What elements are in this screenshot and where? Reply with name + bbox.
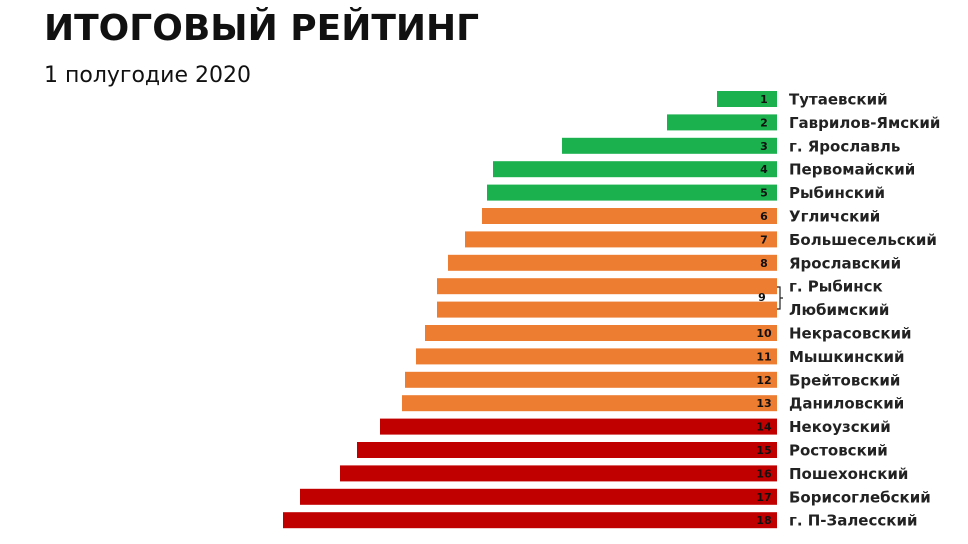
bar xyxy=(380,418,777,435)
category-label: Некоузский xyxy=(789,418,891,436)
category-label: Большесельский xyxy=(789,231,937,249)
rank-label: 3 xyxy=(760,140,768,153)
category-label: Мышкинский xyxy=(789,348,905,366)
rank-label: 11 xyxy=(756,350,771,363)
bar xyxy=(300,488,777,505)
bar xyxy=(402,395,777,412)
chart-subtitle: 1 полугодие 2020 xyxy=(44,63,251,88)
brace xyxy=(776,286,783,310)
rank-label: 17 xyxy=(756,491,771,504)
rank-label: 9 xyxy=(758,291,766,304)
rank-label: 16 xyxy=(756,467,772,480)
category-label: Рыбинский xyxy=(789,184,885,202)
category-label: г. П-Залесский xyxy=(789,512,917,530)
rank-label: 12 xyxy=(756,374,771,387)
category-label: Даниловский xyxy=(789,395,904,413)
bar xyxy=(340,465,777,482)
category-label: Ярославский xyxy=(789,254,901,272)
bar xyxy=(437,301,777,318)
bar xyxy=(448,254,777,271)
category-label: Некрасовский xyxy=(789,325,912,343)
category-label: г. Ярославль xyxy=(789,137,900,155)
bar xyxy=(416,348,777,365)
bar xyxy=(465,231,777,248)
category-label: г. Рыбинск xyxy=(789,278,883,296)
rank-label: 18 xyxy=(756,514,771,527)
rank-label: 8 xyxy=(760,257,768,270)
category-label: Тутаевский xyxy=(789,91,888,109)
rank-label: 13 xyxy=(756,397,771,410)
category-label: Борисоглебский xyxy=(789,488,931,506)
rank-label: 6 xyxy=(760,210,768,223)
bar xyxy=(357,442,777,458)
category-label: Ростовский xyxy=(789,442,888,460)
rank-label: 1 xyxy=(760,93,768,106)
category-label: Гаврилов-Ямский xyxy=(789,114,940,132)
rank-label: 5 xyxy=(760,187,768,200)
bar xyxy=(482,208,777,224)
rank-label: 2 xyxy=(760,116,768,129)
category-label: Любимский xyxy=(789,301,889,319)
bar xyxy=(283,512,777,529)
bar xyxy=(667,114,777,131)
rank-label: 10 xyxy=(756,327,772,340)
rank-label: 15 xyxy=(756,444,771,457)
bar xyxy=(487,184,777,201)
category-label: Первомайский xyxy=(789,161,915,179)
chart-title: ИТОГОВЫЙ РЕЙТИНГ xyxy=(44,7,479,49)
category-label: Брейтовский xyxy=(789,371,900,389)
bar xyxy=(562,137,777,154)
bar xyxy=(717,91,777,107)
rank-label: 14 xyxy=(756,421,772,434)
bar xyxy=(405,371,777,388)
rank-label: 7 xyxy=(760,233,768,246)
rank-label: 4 xyxy=(760,163,768,176)
bar xyxy=(493,161,777,178)
bar xyxy=(425,325,777,341)
category-label: Угличский xyxy=(789,208,880,226)
category-label: Пошехонский xyxy=(789,465,908,483)
bar xyxy=(437,278,777,295)
